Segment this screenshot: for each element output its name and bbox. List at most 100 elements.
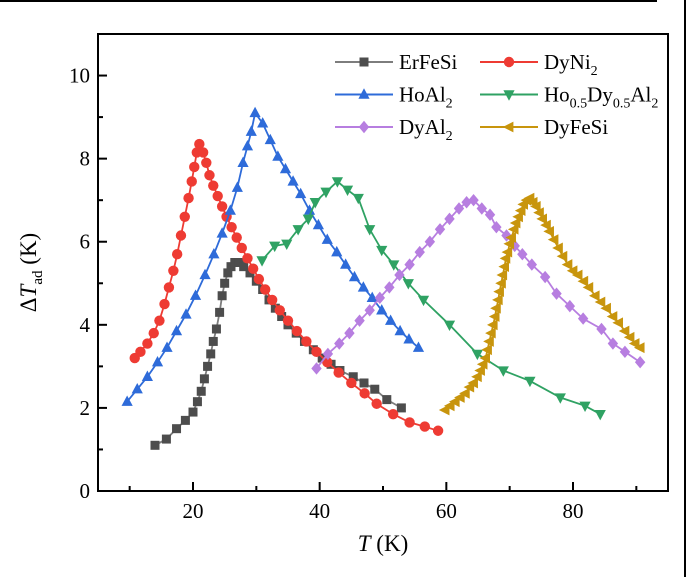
- triangle-left-marker-icon: [481, 344, 492, 356]
- triangle-down-marker-icon: [269, 241, 281, 253]
- triangle-down-marker-icon: [503, 90, 515, 101]
- triangle-left-marker-icon: [498, 261, 509, 273]
- y-tick-label: 0: [80, 479, 91, 503]
- triangle-up-marker-icon: [237, 156, 249, 167]
- circle-marker-icon: [179, 211, 190, 222]
- diamond-marker-icon: [354, 314, 365, 327]
- y-tick-label: 10: [69, 64, 90, 88]
- square-marker-icon: [192, 397, 202, 407]
- square-marker-icon: [382, 395, 392, 405]
- triangle-down-marker-icon: [594, 409, 606, 421]
- diamond-marker-icon: [414, 245, 425, 259]
- circle-marker-icon: [503, 56, 515, 68]
- legend-item-DyFeSi: DyFeSi: [480, 115, 608, 139]
- triangle-up-marker-icon: [340, 258, 352, 269]
- square-marker-icon: [150, 440, 160, 450]
- triangle-left-marker-icon: [571, 269, 583, 281]
- y-axis-title: ΔTad (K): [16, 233, 46, 312]
- triangle-down-marker-icon: [376, 245, 388, 257]
- triangle-up-marker-icon: [287, 175, 299, 186]
- y-tick-label: 8: [80, 147, 91, 171]
- triangle-up-marker-icon: [208, 247, 220, 259]
- y-tick-label: 6: [80, 230, 91, 254]
- square-marker-icon: [370, 384, 380, 394]
- triangle-up-marker-icon: [257, 117, 269, 128]
- legend-item-DyAl2: DyAl2: [335, 115, 453, 144]
- triangle-left-marker-icon: [547, 234, 559, 246]
- square-marker-icon: [180, 415, 190, 425]
- square-marker-icon: [206, 349, 216, 359]
- triangle-up-marker-icon: [358, 88, 370, 99]
- triangle-down-marker-icon: [320, 187, 332, 199]
- series-line-Ho0.5Dy0.5Al2: [261, 180, 601, 415]
- circle-marker-icon: [159, 298, 170, 310]
- square-marker-icon: [208, 336, 218, 346]
- triangle-left-marker-icon: [577, 275, 589, 287]
- triangle-down-marker-icon: [256, 256, 268, 267]
- triangle-up-marker-icon: [295, 187, 307, 199]
- square-marker-icon: [223, 268, 233, 278]
- triangle-left-marker-icon: [495, 277, 506, 289]
- triangle-left-marker-icon: [490, 302, 501, 314]
- triangle-left-marker-icon: [530, 201, 541, 212]
- circle-marker-icon: [301, 336, 312, 347]
- diamond-marker-icon: [607, 337, 619, 350]
- triangle-down-marker-icon: [579, 401, 591, 413]
- diamond-marker-icon: [453, 202, 465, 215]
- triangle-left-marker-icon: [505, 232, 516, 243]
- circle-marker-icon: [346, 377, 357, 389]
- diamond-marker-icon: [634, 356, 646, 369]
- circle-marker-icon: [197, 147, 209, 158]
- square-marker-icon: [396, 403, 406, 413]
- diamond-marker-icon: [526, 258, 538, 271]
- circle-marker-icon: [163, 282, 175, 293]
- triangle-left-marker-icon: [485, 327, 496, 339]
- circle-marker-icon: [189, 161, 200, 173]
- triangle-left-marker-icon: [467, 377, 478, 389]
- circle-marker-icon: [226, 221, 237, 233]
- diamond-marker-icon: [344, 326, 355, 340]
- triangle-up-marker-icon: [376, 304, 388, 315]
- circle-marker-icon: [231, 232, 242, 243]
- circle-marker-icon: [175, 230, 187, 241]
- diamond-marker-icon: [476, 202, 487, 215]
- triangle-down-marker-icon: [364, 225, 376, 236]
- circle-marker-icon: [135, 346, 146, 358]
- triangle-up-marker-icon: [151, 356, 164, 367]
- triangle-up-marker-icon: [279, 162, 292, 174]
- circle-marker-icon: [274, 305, 285, 316]
- series-DyFeSi: [438, 192, 645, 416]
- triangle-up-marker-icon: [199, 268, 211, 280]
- circle-marker-icon: [291, 325, 303, 337]
- square-marker-icon: [211, 324, 221, 334]
- triangle-up-marker-icon: [348, 270, 361, 282]
- triangle-left-marker-icon: [501, 246, 513, 258]
- triangle-up-marker-icon: [231, 181, 243, 192]
- triangle-left-marker-icon: [561, 259, 573, 270]
- legend-label-HoAl2: HoAl2: [399, 83, 453, 112]
- triangle-up-marker-icon: [321, 233, 333, 244]
- triangle-left-marker-icon: [507, 223, 519, 235]
- circle-marker-icon: [387, 408, 399, 420]
- triangle-up-marker-icon: [170, 324, 183, 336]
- diamond-marker-icon: [364, 304, 375, 317]
- legend-label-DyFeSi: DyFeSi: [544, 115, 608, 139]
- diamond-marker-icon: [384, 281, 395, 294]
- diamond-marker-icon: [374, 291, 386, 305]
- diamond-marker-icon: [334, 337, 345, 350]
- series-line-HoAl2: [126, 110, 420, 403]
- square-marker-icon: [245, 268, 255, 278]
- diamond-marker-icon: [517, 247, 528, 261]
- triangle-left-marker-icon: [618, 325, 630, 337]
- triangle-down-marker-icon: [471, 349, 483, 361]
- triangle-left-marker-icon: [509, 217, 521, 229]
- triangle-up-marker-icon: [385, 314, 397, 325]
- triangle-left-marker-icon: [499, 252, 511, 264]
- triangle-up-marker-icon: [141, 370, 153, 381]
- x-tick-label: 60: [436, 499, 457, 523]
- square-marker-icon: [220, 278, 230, 288]
- circle-marker-icon: [204, 170, 215, 181]
- square-marker-icon: [199, 374, 209, 384]
- square-marker-icon: [172, 424, 182, 434]
